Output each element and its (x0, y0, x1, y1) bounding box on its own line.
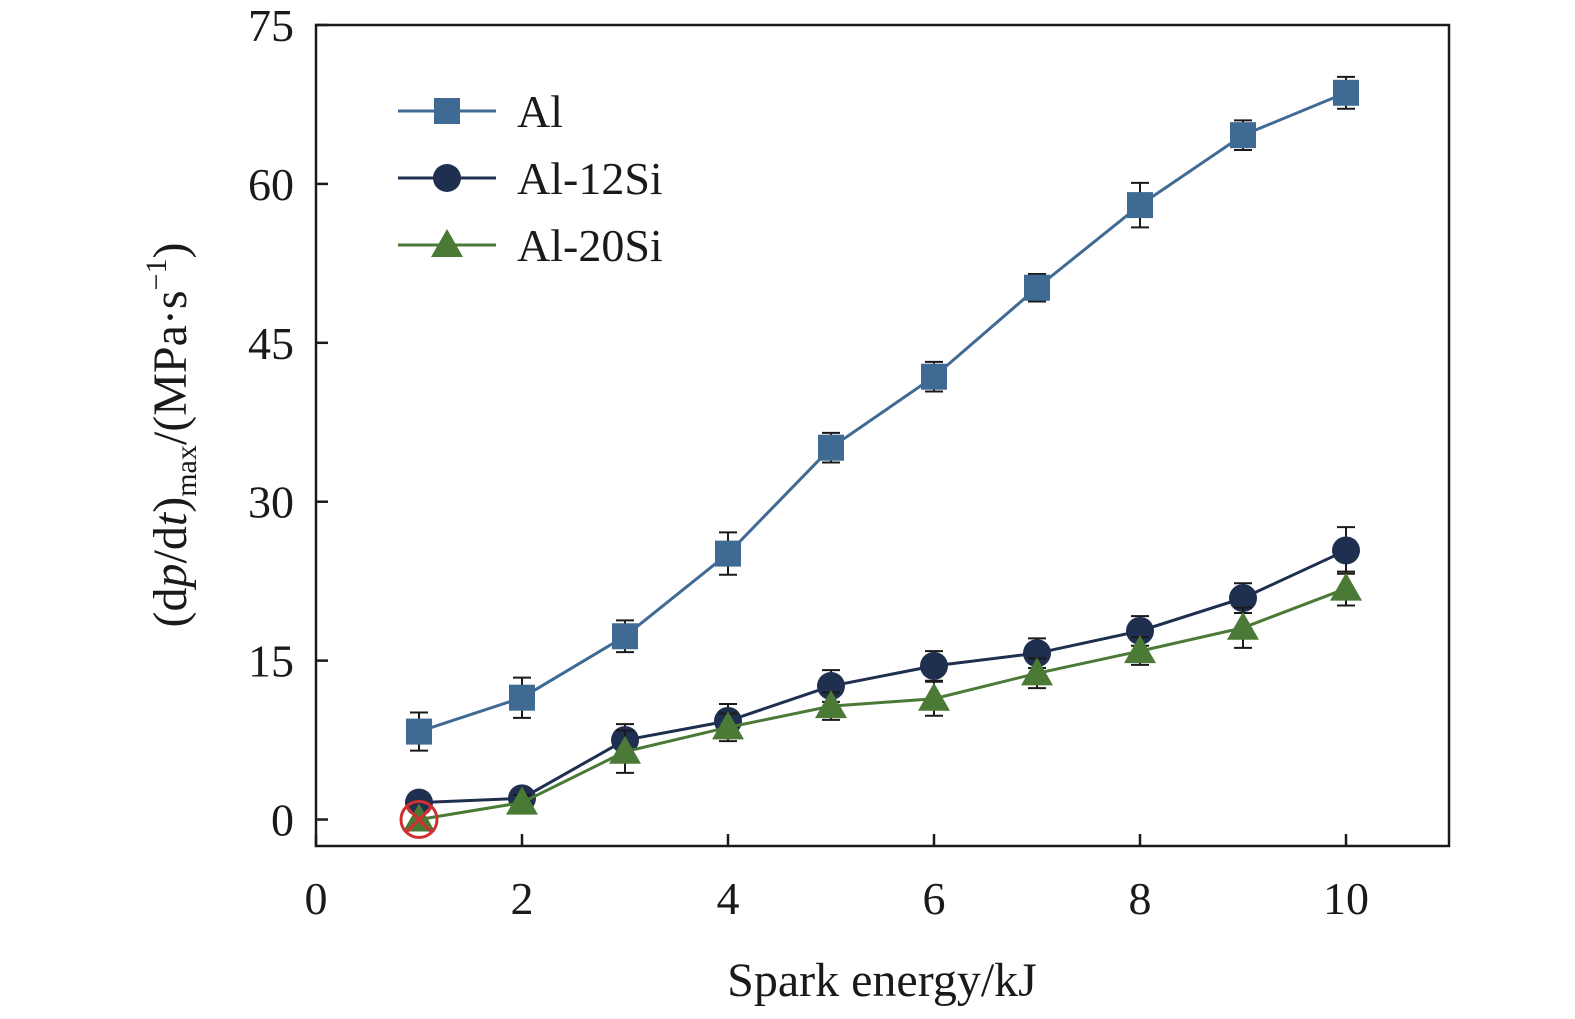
series-line (418, 91, 1347, 734)
y-tick-label: 45 (248, 318, 294, 369)
x-tick-label: 4 (717, 873, 740, 924)
no-ignition-cross (404, 805, 434, 834)
y-axis-ticks: 0 15 30 45 60 75 (248, 0, 328, 846)
y-label-part: /d (144, 526, 197, 563)
data-point (918, 682, 950, 711)
data-point (712, 711, 744, 740)
data-point (1023, 639, 1051, 668)
y-label-part: ) (144, 497, 197, 513)
x-tick-label: 8 (1129, 873, 1152, 924)
data-point (818, 434, 844, 461)
x-tick-label: 10 (1323, 873, 1369, 924)
data-point (715, 540, 741, 567)
x-tick-label: 6 (923, 873, 946, 924)
legend-label: Al-20Si (517, 220, 663, 271)
legend-item-al: Al (398, 86, 563, 137)
legend-marker (431, 229, 463, 257)
annotation-layer (399, 800, 439, 840)
y-label-subscript: max (170, 445, 203, 497)
y-label-t: t (144, 511, 197, 526)
legend-marker (433, 164, 461, 192)
data-point (920, 651, 948, 680)
data-point (1124, 635, 1156, 664)
series-al-12si (405, 526, 1360, 817)
no-ignition-marker (399, 800, 439, 840)
data-point (1021, 657, 1053, 686)
y-tick-label: 0 (271, 795, 294, 846)
legend-label: Al (517, 86, 563, 137)
data-point (1024, 274, 1050, 301)
legend: Al Al-12Si Al-20Si (398, 86, 663, 271)
y-label-units: /(MPa·s (144, 290, 197, 445)
y-tick-label: 60 (248, 159, 294, 210)
series-al (406, 75, 1359, 752)
x-axis-ticks: 0 2 4 6 8 10 (305, 834, 1369, 924)
y-label-end: ) (144, 243, 197, 259)
x-axis-label: Spark energy/kJ (727, 954, 1037, 1007)
x-tick-label: 0 (305, 873, 328, 924)
data-point (509, 684, 535, 711)
legend-marker (434, 98, 460, 124)
y-label-part: (d (144, 587, 197, 627)
data-point (921, 363, 947, 390)
series-line (418, 587, 1347, 821)
data-point (1229, 584, 1257, 613)
data-point (1127, 192, 1153, 219)
series-line (418, 549, 1347, 805)
data-point (1330, 572, 1362, 601)
y-label-superscript: −1 (140, 259, 173, 291)
data-point (612, 623, 638, 650)
legend-item-al-20si: Al-20Si (398, 220, 663, 271)
x-tick-label: 2 (511, 873, 534, 924)
y-axis-label: (dp/dt)max/(MPa·s−1) (140, 243, 203, 628)
data-point (1332, 536, 1360, 565)
y-tick-label: 15 (248, 636, 294, 687)
data-point (1227, 611, 1259, 640)
y-tick-label: 30 (248, 477, 294, 528)
data-point (406, 718, 432, 745)
y-label-p: p (144, 563, 197, 590)
data-point (506, 786, 538, 815)
data-point (1333, 79, 1359, 106)
legend-item-al-12si: Al-12Si (398, 153, 663, 204)
data-point (609, 735, 641, 764)
data-point (815, 690, 847, 719)
plot-frame (314, 23, 1451, 848)
series-al-20si (403, 570, 1362, 832)
legend-label: Al-12Si (517, 153, 663, 204)
y-tick-label: 75 (248, 0, 294, 51)
data-point (1230, 122, 1256, 149)
